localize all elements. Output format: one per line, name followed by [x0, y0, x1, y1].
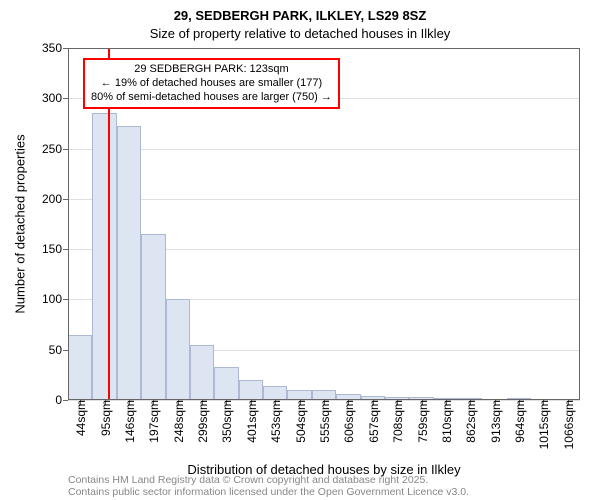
y-tick-label: 350 — [42, 41, 62, 55]
histogram-bar — [214, 367, 238, 400]
y-tick-mark — [63, 400, 68, 401]
y-tick-mark — [63, 199, 68, 200]
histogram-bar — [117, 126, 141, 400]
x-tick-label: 759sqm — [416, 400, 430, 443]
histogram-bar — [263, 386, 287, 400]
histogram-bar — [287, 390, 311, 400]
x-tick-label: 401sqm — [245, 400, 259, 443]
histogram-chart: 29, SEDBERGH PARK, ILKLEY, LS29 8SZ Size… — [0, 0, 600, 500]
annotation-box: 29 SEDBERGH PARK: 123sqm← 19% of detache… — [83, 58, 340, 109]
histogram-bar — [239, 380, 263, 400]
annotation-line: 29 SEDBERGH PARK: 123sqm — [91, 63, 332, 77]
y-tick-label: 250 — [42, 142, 62, 156]
x-tick-label: 44sqm — [74, 400, 88, 436]
y-tick-label: 100 — [42, 292, 62, 306]
histogram-bar — [312, 390, 336, 400]
y-gridline — [68, 149, 580, 150]
histogram-bar — [166, 299, 190, 400]
footer-copyright-1: Contains HM Land Registry data © Crown c… — [68, 474, 428, 486]
y-tick-label: 0 — [55, 393, 62, 407]
x-tick-label: 810sqm — [440, 400, 454, 443]
y-tick-label: 150 — [42, 242, 62, 256]
y-tick-mark — [63, 48, 68, 49]
annotation-line: ← 19% of detached houses are smaller (17… — [91, 77, 332, 91]
x-tick-label: 913sqm — [489, 400, 503, 443]
x-tick-label: 197sqm — [147, 400, 161, 443]
x-tick-label: 964sqm — [513, 400, 527, 443]
y-tick-mark — [63, 249, 68, 250]
chart-title: 29, SEDBERGH PARK, ILKLEY, LS29 8SZ — [0, 8, 600, 23]
x-tick-label: 606sqm — [342, 400, 356, 443]
x-tick-label: 862sqm — [464, 400, 478, 443]
y-tick-label: 50 — [49, 343, 62, 357]
histogram-bar — [190, 345, 214, 400]
x-tick-label: 1015sqm — [537, 400, 551, 449]
chart-subtitle: Size of property relative to detached ho… — [0, 26, 600, 41]
y-gridline — [68, 48, 580, 49]
x-tick-label: 708sqm — [391, 400, 405, 443]
y-tick-label: 200 — [42, 192, 62, 206]
y-tick-mark — [63, 149, 68, 150]
x-tick-label: 453sqm — [269, 400, 283, 443]
y-gridline — [68, 199, 580, 200]
y-tick-mark — [63, 98, 68, 99]
histogram-bar — [141, 234, 165, 400]
x-tick-label: 146sqm — [123, 400, 137, 443]
x-tick-label: 504sqm — [294, 400, 308, 443]
x-tick-label: 248sqm — [172, 400, 186, 443]
histogram-bar — [68, 335, 92, 400]
y-axis-label: Number of detached properties — [13, 134, 28, 313]
x-tick-label: 299sqm — [196, 400, 210, 443]
histogram-bar — [92, 113, 116, 400]
x-tick-label: 657sqm — [367, 400, 381, 443]
x-tick-label: 1066sqm — [562, 400, 576, 449]
footer-copyright-2: Contains public sector information licen… — [68, 486, 469, 498]
annotation-line: 80% of semi-detached houses are larger (… — [91, 91, 332, 105]
y-tick-label: 300 — [42, 91, 62, 105]
x-tick-label: 95sqm — [99, 400, 113, 436]
y-tick-mark — [63, 299, 68, 300]
x-tick-label: 350sqm — [220, 400, 234, 443]
x-tick-label: 555sqm — [318, 400, 332, 443]
